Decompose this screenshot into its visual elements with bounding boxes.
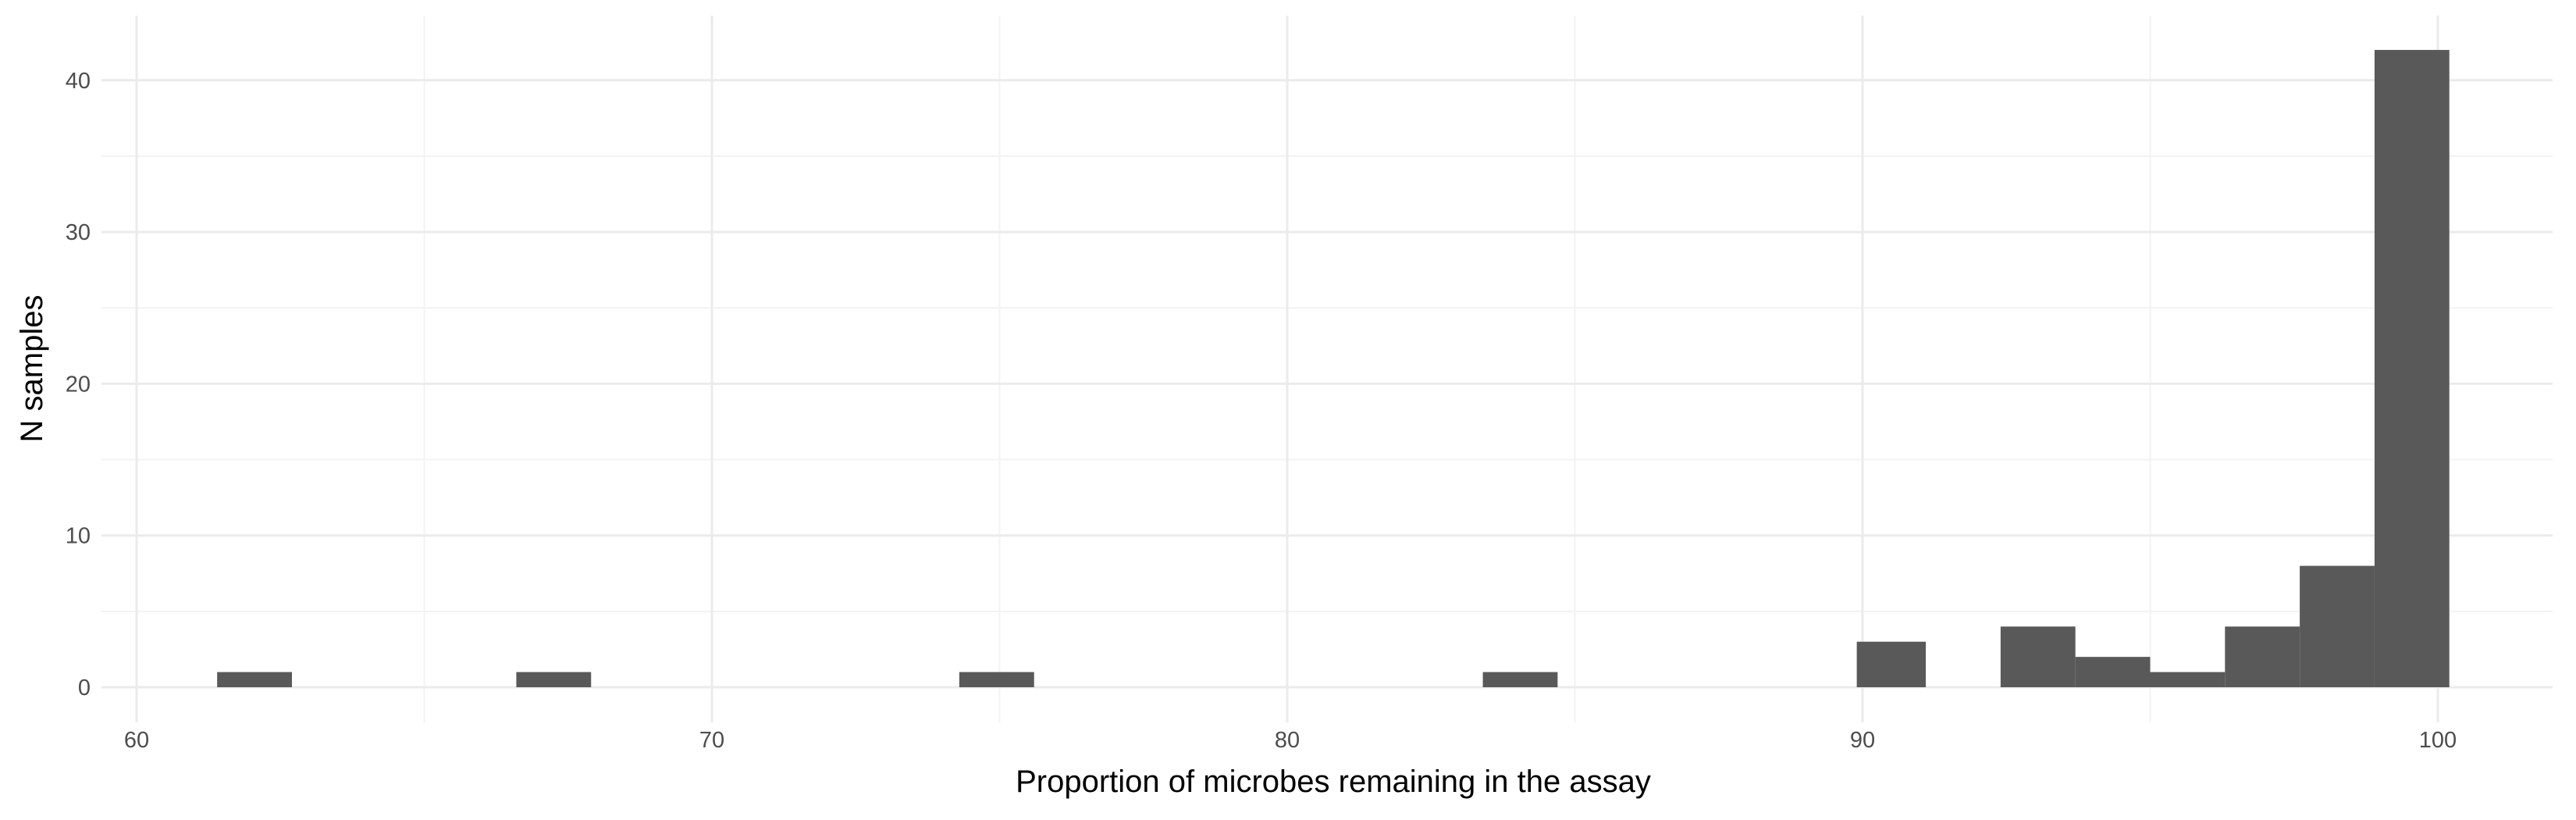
histogram-bar (516, 672, 592, 687)
x-tick-label: 60 (124, 728, 149, 753)
y-tick-label: 40 (66, 69, 91, 94)
y-axis-title: N samples (15, 295, 49, 443)
y-tick-label: 20 (66, 372, 91, 397)
x-axis-title: Proportion of microbes remaining in the … (1016, 765, 1651, 799)
x-axis-tick-labels: 60 70 80 90 100 (124, 728, 2457, 753)
histogram-bar (959, 672, 1034, 687)
minor-gridlines (101, 16, 2553, 722)
y-tick-label: 0 (78, 676, 91, 701)
y-tick-label: 10 (66, 524, 91, 549)
histogram-bar (2225, 626, 2300, 687)
histogram-bar (1856, 641, 1927, 687)
histogram-bars (217, 49, 2450, 687)
major-gridlines (101, 16, 2553, 722)
y-tick-label: 30 (66, 220, 91, 245)
x-tick-label: 80 (1275, 728, 1300, 753)
x-tick-label: 100 (2419, 728, 2457, 753)
histogram-bar (2000, 626, 2076, 687)
histogram-bar (2075, 657, 2151, 687)
histogram-bar (2150, 672, 2226, 687)
x-tick-label: 70 (699, 728, 724, 753)
histogram-bar (2300, 565, 2375, 687)
x-tick-label: 90 (1850, 728, 1875, 753)
y-axis-tick-labels: 0 10 20 30 40 (66, 69, 91, 701)
histogram-bar (2374, 49, 2450, 687)
histogram-bar (217, 672, 292, 687)
histogram-bar (1482, 672, 1558, 687)
